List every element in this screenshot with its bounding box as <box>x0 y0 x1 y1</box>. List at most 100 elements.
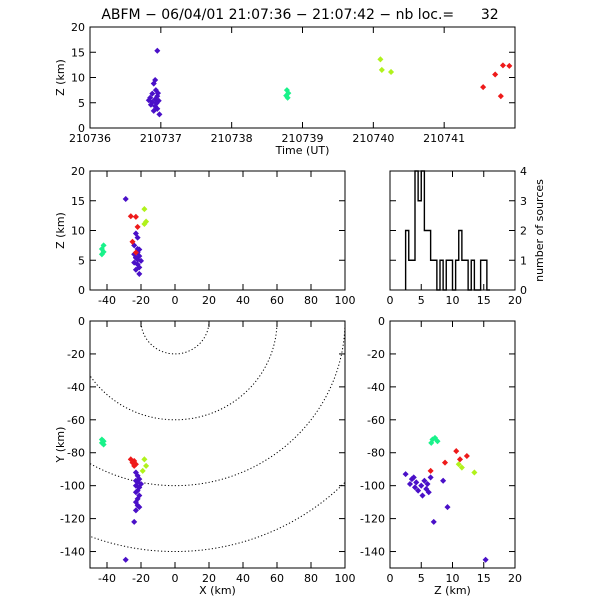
x-tick-label: 210736 <box>69 132 111 145</box>
data-point <box>406 480 414 488</box>
x-tick-label: 60 <box>270 294 284 307</box>
data-point <box>480 84 487 91</box>
y-tick-label: -60 <box>67 414 85 427</box>
data-point <box>132 230 139 237</box>
y-tick-label: 10 <box>71 72 85 85</box>
x-tick-label: 0 <box>387 294 394 307</box>
data-point <box>131 518 138 525</box>
series-points <box>139 456 150 474</box>
data-point <box>424 480 431 488</box>
data-point <box>100 441 107 448</box>
data-point <box>154 90 162 97</box>
data-point <box>440 477 447 484</box>
plan-view-frame <box>89 320 346 569</box>
data-point <box>428 439 435 446</box>
y-tick-label: -80 <box>67 447 85 460</box>
z-y-frame <box>389 320 516 569</box>
x-axis-label: X (km) <box>199 584 236 597</box>
x-tick-label: 5 <box>418 294 425 307</box>
x-tick-label: 210741 <box>423 132 465 145</box>
data-point <box>455 461 462 468</box>
x-tick-label: 80 <box>304 572 318 585</box>
x-tick-label: 20 <box>508 294 522 307</box>
panels: 210736 210737 210738 210739 210740 2107410510… <box>54 21 547 597</box>
x-tick-label: 15 <box>477 572 491 585</box>
y-tick-label: 15 <box>71 46 85 59</box>
x-tick-label: 0 <box>387 572 394 585</box>
data-point <box>425 489 432 496</box>
data-point <box>132 266 139 273</box>
data-point <box>463 453 470 460</box>
data-point <box>150 107 157 114</box>
series-points <box>145 47 163 118</box>
y-tick-label: -40 <box>367 381 385 394</box>
data-point <box>132 507 139 514</box>
data-point <box>137 257 145 264</box>
data-point <box>430 518 437 525</box>
y-tick-label: 15 <box>71 195 85 208</box>
data-point <box>154 47 161 54</box>
data-point <box>132 489 139 496</box>
data-point <box>284 94 291 101</box>
y-tick-label: 1 <box>520 254 527 267</box>
x-tick-label: 20 <box>202 294 216 307</box>
y-axis-label: number of sources <box>533 179 546 282</box>
data-point <box>453 448 460 455</box>
data-point <box>411 484 419 491</box>
x-tick-label: 40 <box>236 572 250 585</box>
x-tick-label: 0 <box>172 572 179 585</box>
y-axis-label: Z (km) <box>54 212 67 249</box>
y-tick-label: -100 <box>360 480 385 493</box>
data-point <box>378 66 385 73</box>
y-tick-label: 20 <box>71 165 85 178</box>
range-ring <box>90 481 345 552</box>
series-points <box>141 206 150 227</box>
data-point <box>423 485 430 492</box>
y-tick-label: -80 <box>367 447 385 460</box>
series-points <box>283 87 292 101</box>
x-tick-label: 20 <box>508 572 522 585</box>
data-point <box>413 479 420 486</box>
data-point <box>444 504 451 511</box>
data-point <box>136 264 143 271</box>
series-points <box>127 456 139 469</box>
y-tick-label: 3 <box>520 195 527 208</box>
range-ring <box>90 321 345 487</box>
data-point <box>434 438 441 445</box>
data-point <box>132 254 139 261</box>
x-tick-label: 210738 <box>211 132 253 145</box>
x-tick-label: 10 <box>446 572 460 585</box>
data-point <box>134 223 141 230</box>
x-tick-label: 210739 <box>282 132 324 145</box>
data-point <box>131 462 138 469</box>
y-tick-label: -20 <box>67 348 85 361</box>
data-point <box>136 270 143 277</box>
data-point <box>132 249 139 256</box>
x-tick-label: 20 <box>202 572 216 585</box>
data-point <box>421 477 428 484</box>
figure-title: ABFM − 06/04/01 21:07:36 − 21:07:42 − nb… <box>101 7 498 23</box>
y-tick-label: 20 <box>71 21 85 34</box>
data-point <box>141 220 148 227</box>
data-point <box>499 62 506 69</box>
y-tick-label: 0 <box>378 315 385 328</box>
x-tick-label: 0 <box>172 294 179 307</box>
data-point <box>431 434 439 441</box>
y-tick-label: -120 <box>60 513 85 526</box>
data-point <box>402 471 409 478</box>
series-points <box>127 213 141 256</box>
data-point <box>132 213 139 220</box>
data-point <box>129 238 136 245</box>
data-point <box>492 71 499 78</box>
data-point <box>149 90 156 97</box>
y-tick-label: -120 <box>360 513 385 526</box>
data-point <box>143 462 150 469</box>
range-rings <box>90 321 345 552</box>
data-point <box>145 97 152 104</box>
data-point <box>141 456 148 463</box>
x-tick-label: 210737 <box>140 132 182 145</box>
data-point <box>132 482 139 489</box>
x-tick-label: -40 <box>98 572 116 585</box>
